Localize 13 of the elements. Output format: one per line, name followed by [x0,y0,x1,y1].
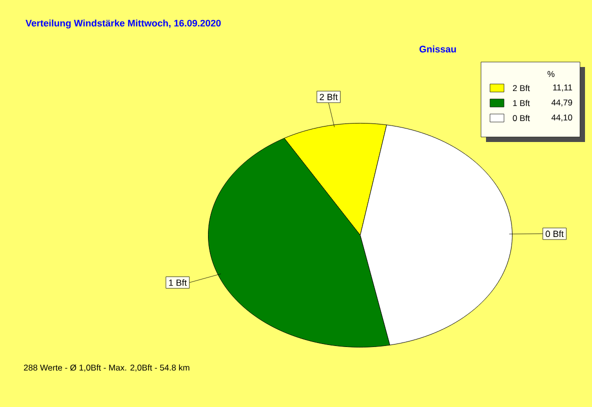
text: 288 Werte - Ø 1,0Bft - Max. 2,0Bft - 54.8 km [24,364,190,372]
data-label: 11,11 [553,84,572,92]
legend-label: 0 Bft [512,114,530,122]
legend-title: % [548,71,554,77]
data-label: 44,10 [551,114,572,122]
chart-title: Verteilung Windstärke Mittwoch, 16.09.2020 [26,20,221,28]
legend-label: 2 Bft [512,84,530,92]
chart-subtitle: Gnissau [420,46,456,52]
slice-label: 1 Bft [169,279,187,286]
slice-label: 2 Bft [320,94,338,100]
data-label: 44,79 [551,100,572,106]
legend-label: 1 Bft [513,100,530,106]
slice-label: 0 Bft [546,230,564,238]
